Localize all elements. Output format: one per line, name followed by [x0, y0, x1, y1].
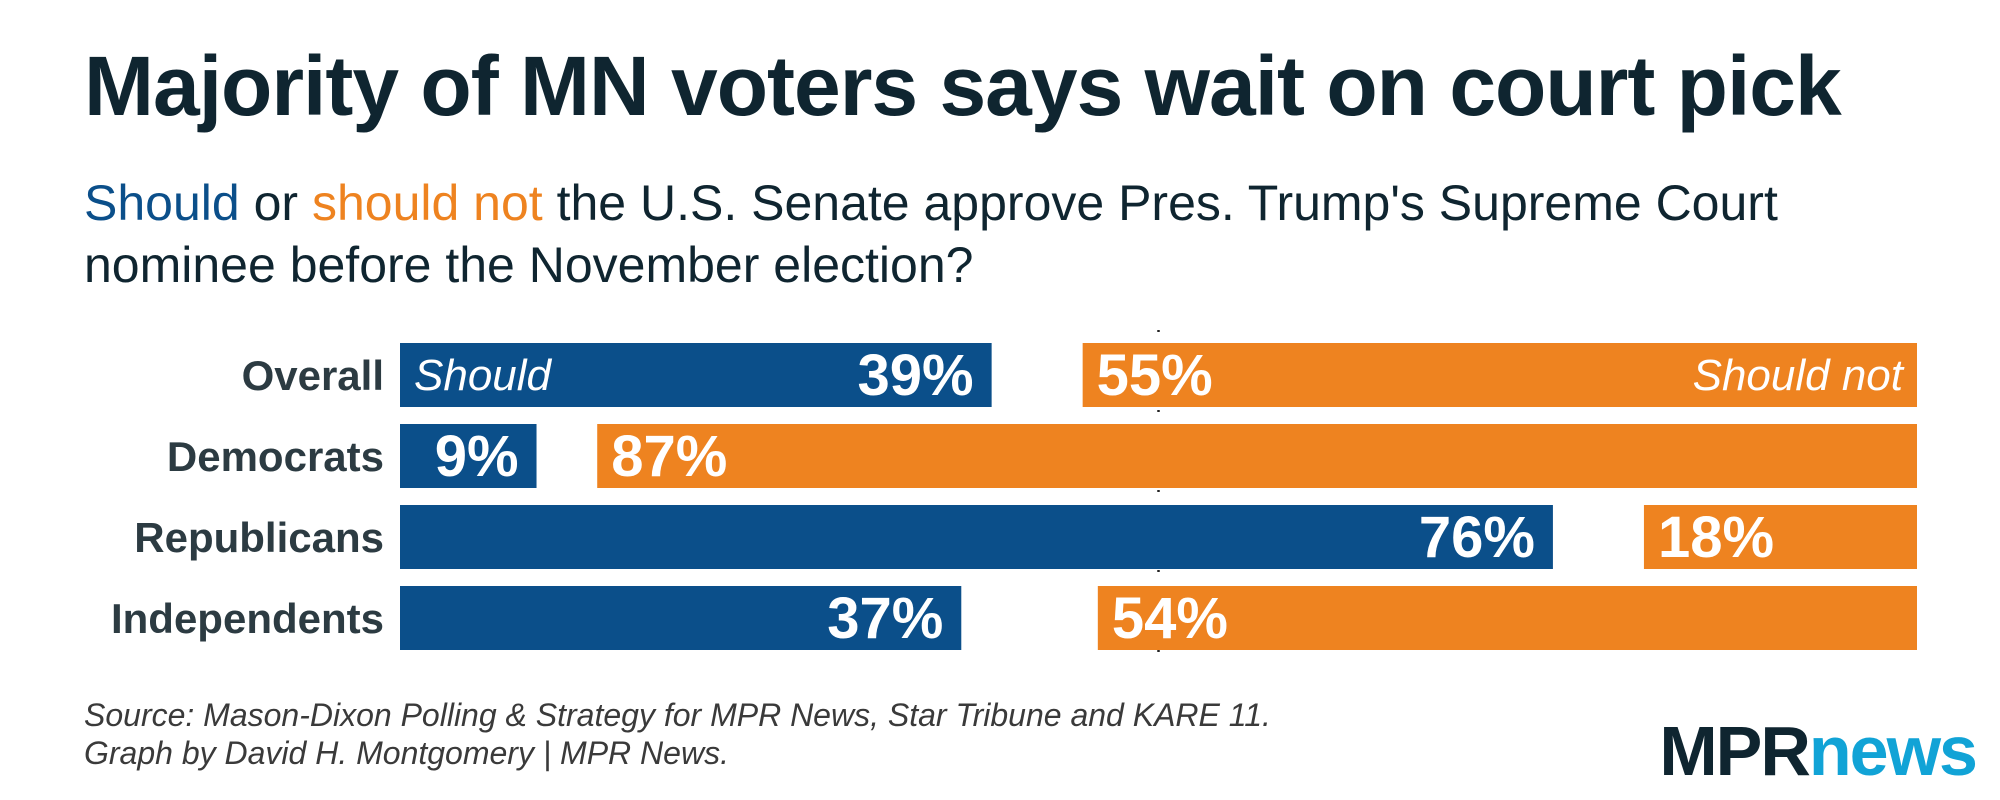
category-label: Independents: [111, 595, 384, 642]
category-label: Democrats: [167, 433, 384, 480]
source-line: Source: Mason-Dixon Polling & Strategy f…: [84, 697, 1271, 733]
source-note: Source: Mason-Dixon Polling & Strategy f…: [84, 696, 1271, 772]
bar-should-not: [1082, 343, 1917, 407]
category-label: Republicans: [134, 514, 384, 561]
bar-should: [400, 586, 962, 650]
data-label-should: 39%: [858, 343, 974, 408]
data-label-should: 9%: [435, 424, 519, 489]
logo-mpr: MPR: [1659, 712, 1811, 790]
subtitle-should-not: should not: [311, 175, 543, 231]
data-label-should-not: 55%: [1097, 343, 1213, 408]
chart-subtitle: Should or should not the U.S. Senate app…: [84, 172, 1944, 296]
data-label-should-not: 18%: [1658, 505, 1774, 570]
data-label-should-not: 87%: [611, 424, 727, 489]
data-label-should: 37%: [827, 586, 943, 651]
diverging-bar-chart: Overall 39% 55% Should Should not Democrats 9%…: [111, 330, 1918, 670]
legend-should: Should: [414, 351, 553, 400]
subtitle-question: the U.S. Senate approve Pres. Trump's Su…: [84, 175, 1778, 293]
data-label-should: 76%: [1419, 505, 1535, 570]
category-label: Overall: [242, 352, 384, 399]
chart-title: Majority of MN voters says wait on court…: [84, 39, 1842, 133]
bar-should-not: [1097, 586, 1917, 650]
legend-should-not: Should not: [1693, 351, 1905, 400]
mpr-news-logo: MPRnews: [1659, 716, 1978, 786]
credit-line: Graph by David H. Montgomery | MPR News.: [84, 735, 729, 771]
bar-should: [400, 343, 992, 407]
bar-should: [400, 505, 1553, 569]
bar-should: [400, 424, 537, 488]
bar-should-not: [597, 424, 1918, 488]
subtitle-or: or: [239, 175, 312, 231]
data-label-should-not: 54%: [1112, 586, 1228, 651]
subtitle-should: Should: [84, 175, 240, 231]
bar-should-not: [1643, 505, 1917, 569]
chart-area: Overall 39% 55% Should Should not Democrats 9%…: [0, 330, 2000, 685]
logo-news: news: [1808, 712, 1978, 790]
